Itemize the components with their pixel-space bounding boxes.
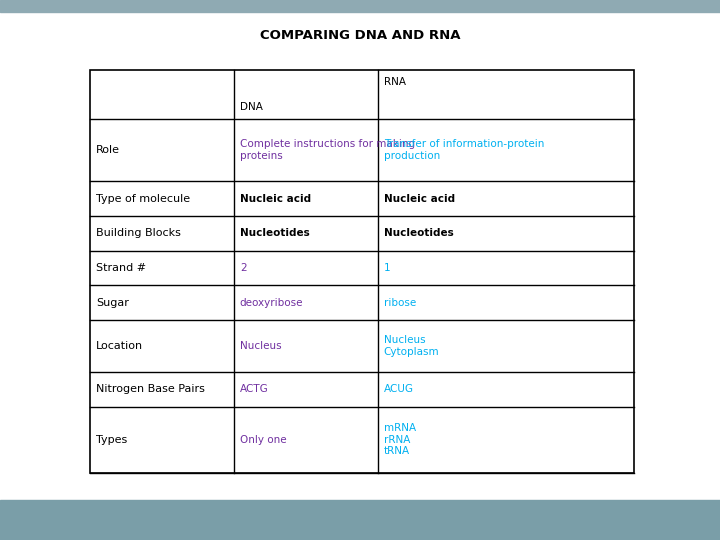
Text: mRNA
rRNA
tRNA: mRNA rRNA tRNA [384,423,416,456]
Bar [0,500,720,540]
Text: Sugar: Sugar [96,298,129,308]
Text: Strand #: Strand # [96,263,146,273]
Text: RNA: RNA [384,77,406,87]
Text: Types: Types [96,435,127,444]
Text: Transfer of information-protein
production: Transfer of information-protein producti… [384,139,544,161]
Text: Nucleus: Nucleus [240,341,282,351]
Text: Type of molecule: Type of molecule [96,193,190,204]
Text: deoxyribose: deoxyribose [240,298,303,308]
Text: ribose: ribose [384,298,416,308]
Text: Role: Role [96,145,120,155]
Text: Complete instructions for making
proteins: Complete instructions for making protein… [240,139,415,161]
Bar [0,0,720,12]
Text: COMPARING DNA AND RNA: COMPARING DNA AND RNA [260,29,460,42]
Text: Nucleotides: Nucleotides [384,228,454,238]
Bar [90,70,634,472]
Text: Nucleic acid: Nucleic acid [384,193,455,204]
Text: Building Blocks: Building Blocks [96,228,181,238]
Text: Nucleotides: Nucleotides [240,228,310,238]
Text: ACTG: ACTG [240,384,269,394]
Text: Nucleic acid: Nucleic acid [240,193,311,204]
Text: 1: 1 [384,263,390,273]
Text: 2: 2 [240,263,246,273]
Text: ACUG: ACUG [384,384,414,394]
Text: Nitrogen Base Pairs: Nitrogen Base Pairs [96,384,204,394]
Text: Location: Location [96,341,143,351]
Text: Nucleus
Cytoplasm: Nucleus Cytoplasm [384,335,439,357]
Text: DNA: DNA [240,102,263,112]
Text: Only one: Only one [240,435,287,444]
